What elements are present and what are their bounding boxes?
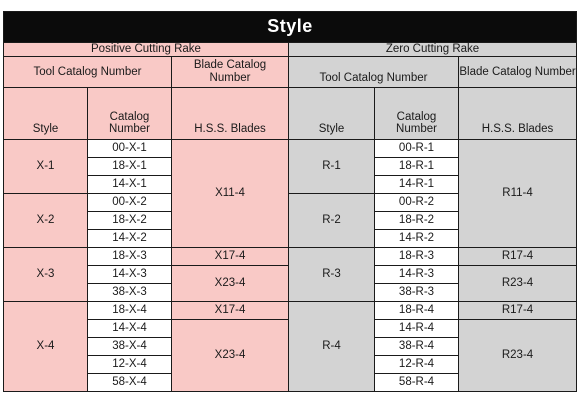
blade-cell: X23-4	[171, 319, 289, 392]
catalog-cell: 18-R-1	[374, 157, 459, 176]
table-row: 14-X-3 X23-4 14-R-3 R23-4	[4, 265, 578, 302]
style-table: Style Positive Cutting Rake Zero Cutting…	[2, 11, 578, 392]
catalog-cell: 00-X-1	[87, 139, 172, 158]
table-row: 38-X-3 38-R-3	[4, 283, 577, 302]
catalog-cell: 18-X-3	[87, 247, 172, 266]
table-row: X-2 00-X-2 R-2 00-R-2	[3, 193, 577, 248]
style-cell: R-4	[288, 301, 375, 392]
style-cell: R-1	[288, 139, 375, 194]
catalog-cell: 18-X-4	[87, 301, 172, 320]
style-cell: R-2	[288, 193, 375, 248]
table-row: 58-X-4 58-R-4	[4, 373, 577, 392]
zero-blade-catalog-header: Blade Catalog Number	[457, 56, 578, 88]
catalog-cell: 18-R-4	[374, 301, 459, 320]
catalog-cell: 58-R-4	[374, 373, 459, 392]
zero-rake-header: Zero Cutting Rake	[287, 42, 578, 57]
catalog-cell: 18-R-2	[374, 211, 459, 230]
style-cell: X-2	[3, 193, 88, 248]
style-cell: X-4	[3, 301, 88, 392]
table-row: 18-X-1 18-R-1	[4, 157, 577, 176]
table-row: 12-X-4 12-R-4	[4, 355, 577, 374]
positive-catalog-number-header: Catalog Number	[87, 87, 172, 140]
positive-hss-blades-header: H.S.S. Blades	[171, 87, 289, 140]
catalog-cell: 12-R-4	[374, 355, 459, 374]
table-row: 38-X-4 38-R-4	[4, 337, 577, 356]
style-cell: X-1	[3, 139, 88, 194]
catalog-cell: 18-X-1	[87, 157, 172, 176]
catalog-cell: 38-R-3	[374, 283, 459, 302]
blade-cell: R23-4	[457, 319, 578, 392]
zero-tool-catalog-header: Tool Catalog Number	[288, 56, 459, 88]
positive-rake-header: Positive Cutting Rake	[3, 42, 289, 57]
blade-cell: R11-4	[457, 139, 578, 248]
table-row: 14-X-4 X23-4 14-R-4 R23-4	[4, 319, 578, 392]
table-row: X-4 18-X-4 X17-4 R-4 18-R-4 R17-4	[3, 301, 578, 392]
catalog-cell: 14-X-1	[87, 175, 172, 194]
catalog-cell: 14-X-4	[87, 319, 172, 338]
blade-cell: X23-4	[171, 265, 289, 302]
catalog-cell: 14-R-4	[374, 319, 459, 338]
table-row: 14-X-2 14-R-2	[4, 229, 577, 248]
catalog-cell: 14-X-3	[87, 265, 172, 284]
catalog-cell: 00-X-2	[87, 193, 172, 212]
table-row: X-3 18-X-3 X17-4 R-3 18-R-3 R17-4	[3, 247, 578, 302]
catalog-cell: 38-R-4	[374, 337, 459, 356]
catalog-cell: 18-X-2	[87, 211, 172, 230]
positive-blade-catalog-header: Blade Catalog Number	[171, 56, 289, 88]
zero-hss-blades-header: H.S.S. Blades	[457, 87, 578, 140]
table-title: Style	[2, 11, 578, 43]
style-cell: R-3	[288, 247, 375, 302]
catalog-cell: 38-X-4	[87, 337, 172, 356]
positive-style-header: Style	[3, 87, 88, 140]
catalog-cell: 38-X-3	[87, 283, 172, 302]
blade-cell: X11-4	[171, 139, 289, 248]
catalog-cell: 14-R-1	[374, 175, 459, 194]
style-cell: X-3	[3, 247, 88, 302]
blade-cell: X17-4	[171, 247, 289, 266]
catalog-cell: 14-X-2	[87, 229, 172, 248]
catalog-cell: 18-R-3	[374, 247, 459, 266]
catalog-cell: 00-R-2	[374, 193, 459, 212]
catalog-cell: 14-R-2	[374, 229, 459, 248]
zero-style-header: Style	[288, 87, 375, 140]
blade-cell: R17-4	[457, 301, 578, 320]
zero-catalog-number-header: Catalog Number	[374, 87, 459, 140]
blade-cell: R17-4	[457, 247, 578, 266]
table-row: 14-X-1 14-R-1	[4, 175, 577, 194]
blade-cell: X17-4	[171, 301, 289, 320]
catalog-cell: 12-X-4	[87, 355, 172, 374]
catalog-cell: 00-R-1	[374, 139, 459, 158]
style-table-container: Style Positive Cutting Rake Zero Cutting…	[2, 11, 578, 392]
catalog-cell: 58-X-4	[87, 373, 172, 392]
blade-cell: R23-4	[457, 265, 578, 302]
table-row: 18-X-2 18-R-2	[4, 211, 577, 230]
table-row: X-1 00-X-1 X11-4 R-1 00-R-1 R11-4	[3, 139, 578, 248]
catalog-cell: 14-R-3	[374, 265, 459, 284]
positive-tool-catalog-header: Tool Catalog Number	[3, 56, 172, 88]
